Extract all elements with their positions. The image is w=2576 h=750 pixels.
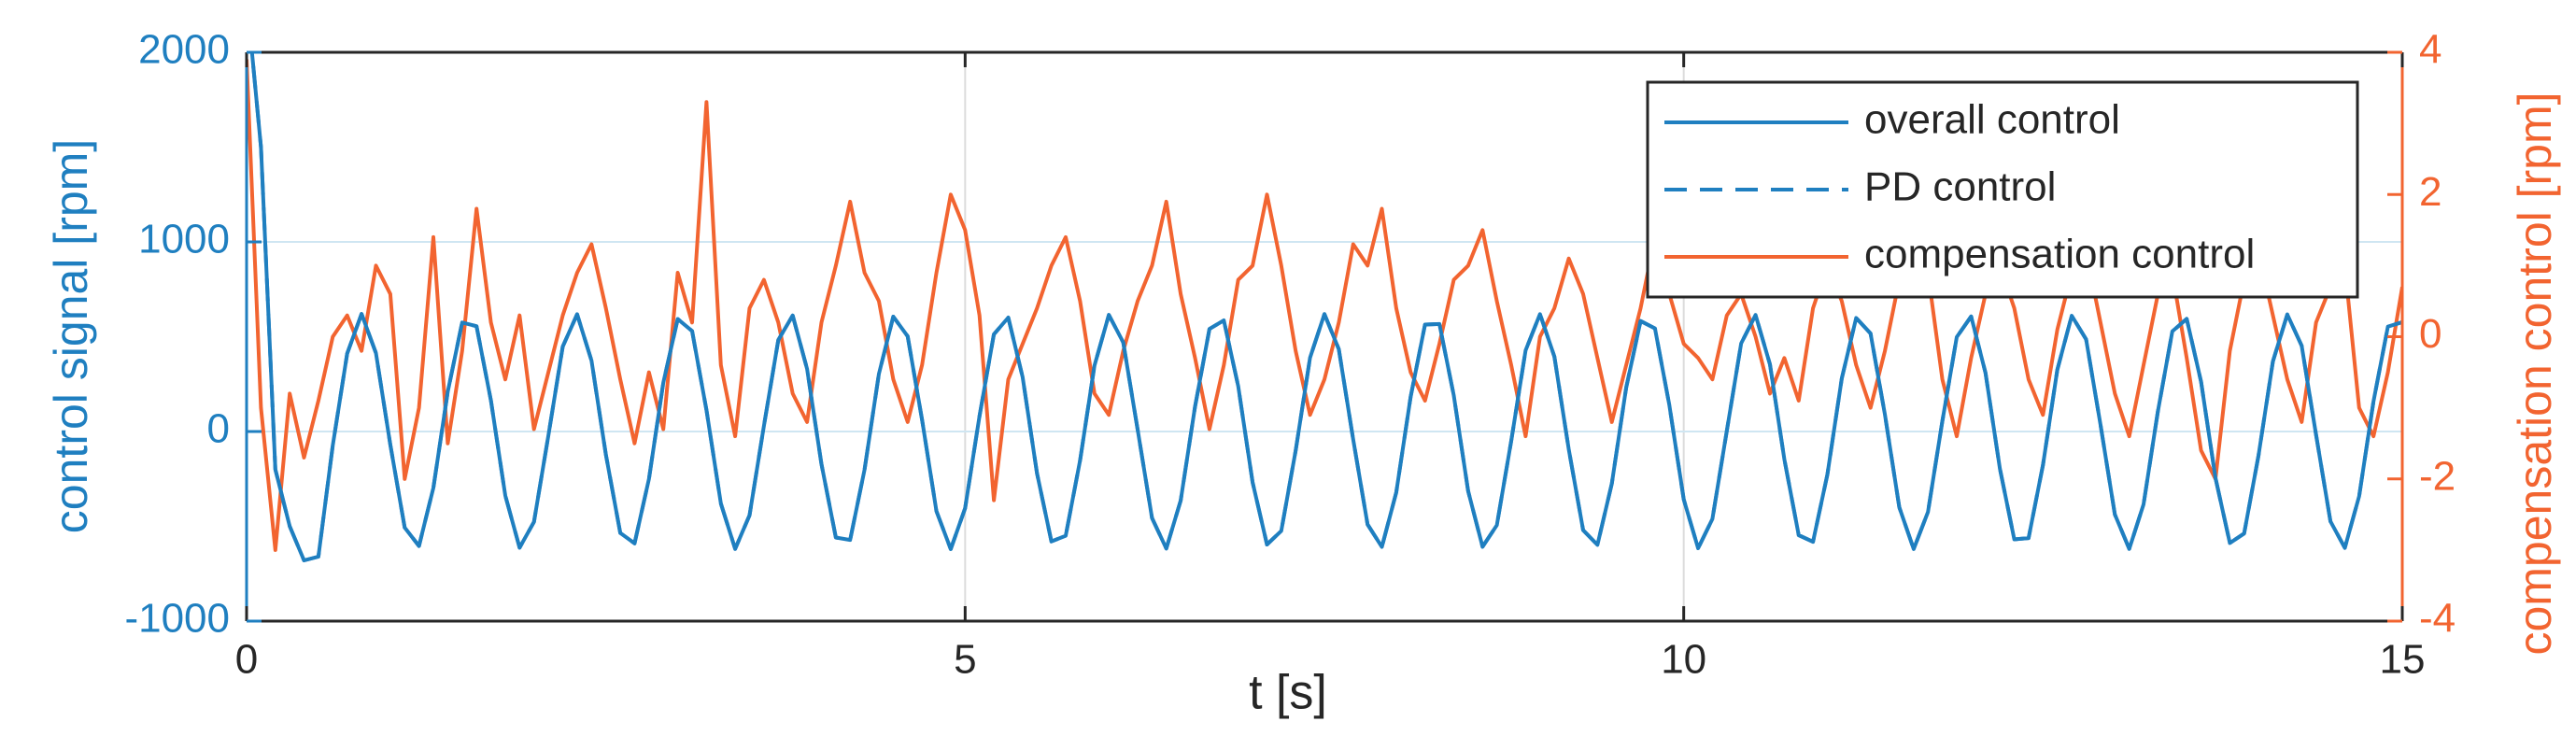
y-axis-label: control signal [rpm] — [45, 139, 97, 533]
y2-tick-label: -2 — [2419, 453, 2456, 499]
x-axis-label: t [s] — [1249, 666, 1327, 720]
x-tick-label: 15 — [2380, 637, 2426, 683]
y-tick-label: -1000 — [124, 596, 230, 642]
y2-tick-label: 4 — [2419, 27, 2442, 73]
legend-label: overall control — [1864, 97, 2120, 143]
y2-tick-label: 2 — [2419, 169, 2442, 215]
y-tick-label: 1000 — [138, 217, 230, 262]
y2-axis-label: compensation control [rpm] — [2509, 92, 2561, 655]
series-line — [247, 59, 2402, 552]
y2-tick-label: -4 — [2419, 596, 2456, 642]
legend-label: PD control — [1864, 164, 2056, 210]
legend-label: compensation control — [1864, 232, 2255, 277]
y2-tick-label: 0 — [2419, 311, 2442, 357]
y-tick-label: 2000 — [138, 27, 230, 73]
legend-box — [1646, 80, 2359, 299]
series-line — [249, 52, 2402, 562]
y-tick-label: 0 — [207, 406, 230, 452]
x-tick-label: 10 — [1661, 637, 1706, 683]
x-tick-label: 5 — [954, 637, 976, 683]
x-tick-label: 0 — [235, 637, 258, 683]
